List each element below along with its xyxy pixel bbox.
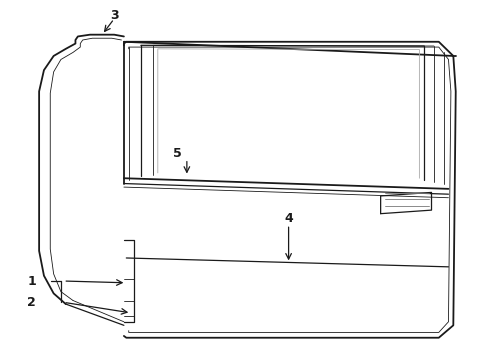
Text: 5: 5	[173, 147, 182, 160]
Text: 1: 1	[27, 275, 36, 288]
Text: 2: 2	[27, 296, 36, 309]
Text: 3: 3	[110, 9, 119, 22]
Text: 4: 4	[284, 212, 293, 225]
